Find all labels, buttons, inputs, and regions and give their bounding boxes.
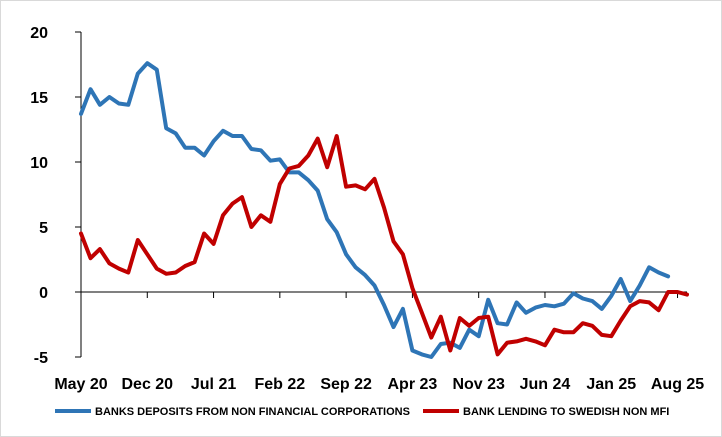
- x-tick-label: Jan 25: [586, 376, 636, 393]
- x-tick-label: Dec 20: [121, 376, 173, 393]
- series-line-1: [79, 61, 671, 359]
- x-tick-label: Sep 22: [320, 376, 372, 393]
- y-tick-label: 15: [30, 90, 48, 107]
- y-tick-label: -5: [34, 350, 48, 367]
- y-tick-label: 20: [30, 25, 48, 42]
- legend-label-1: BANKS DEPOSITS FROM NON FINANCIAL CORPOR…: [95, 406, 410, 418]
- x-axis: May 20 Dec 20 Jul 21 Feb 22 Sep 22 Apr 23 Nov …: [54, 291, 704, 393]
- y-tick-label: 10: [30, 155, 48, 172]
- legend: BANKS DEPOSITS FROM NON FINANCIAL CORPOR…: [55, 406, 669, 418]
- legend-label-2: BANK LENDING TO SWEDISH NON MFI: [463, 406, 669, 418]
- y-tick-label: 0: [39, 285, 48, 302]
- x-tick-label: May 20: [54, 376, 107, 393]
- x-tick-label: Jun 24: [520, 376, 571, 393]
- x-tick-label: Aug 25: [651, 376, 704, 393]
- x-tick-label: Nov 23: [452, 376, 505, 393]
- series-line-2: [79, 134, 689, 357]
- x-tick-label: Apr 23: [388, 376, 438, 393]
- y-axis: 20 15 10 5 0 -5: [30, 25, 82, 367]
- series-lines: [79, 61, 689, 359]
- x-tick-label: Feb 22: [255, 376, 306, 393]
- x-tick-label: Jul 21: [191, 376, 236, 393]
- y-tick-label: 5: [39, 220, 48, 237]
